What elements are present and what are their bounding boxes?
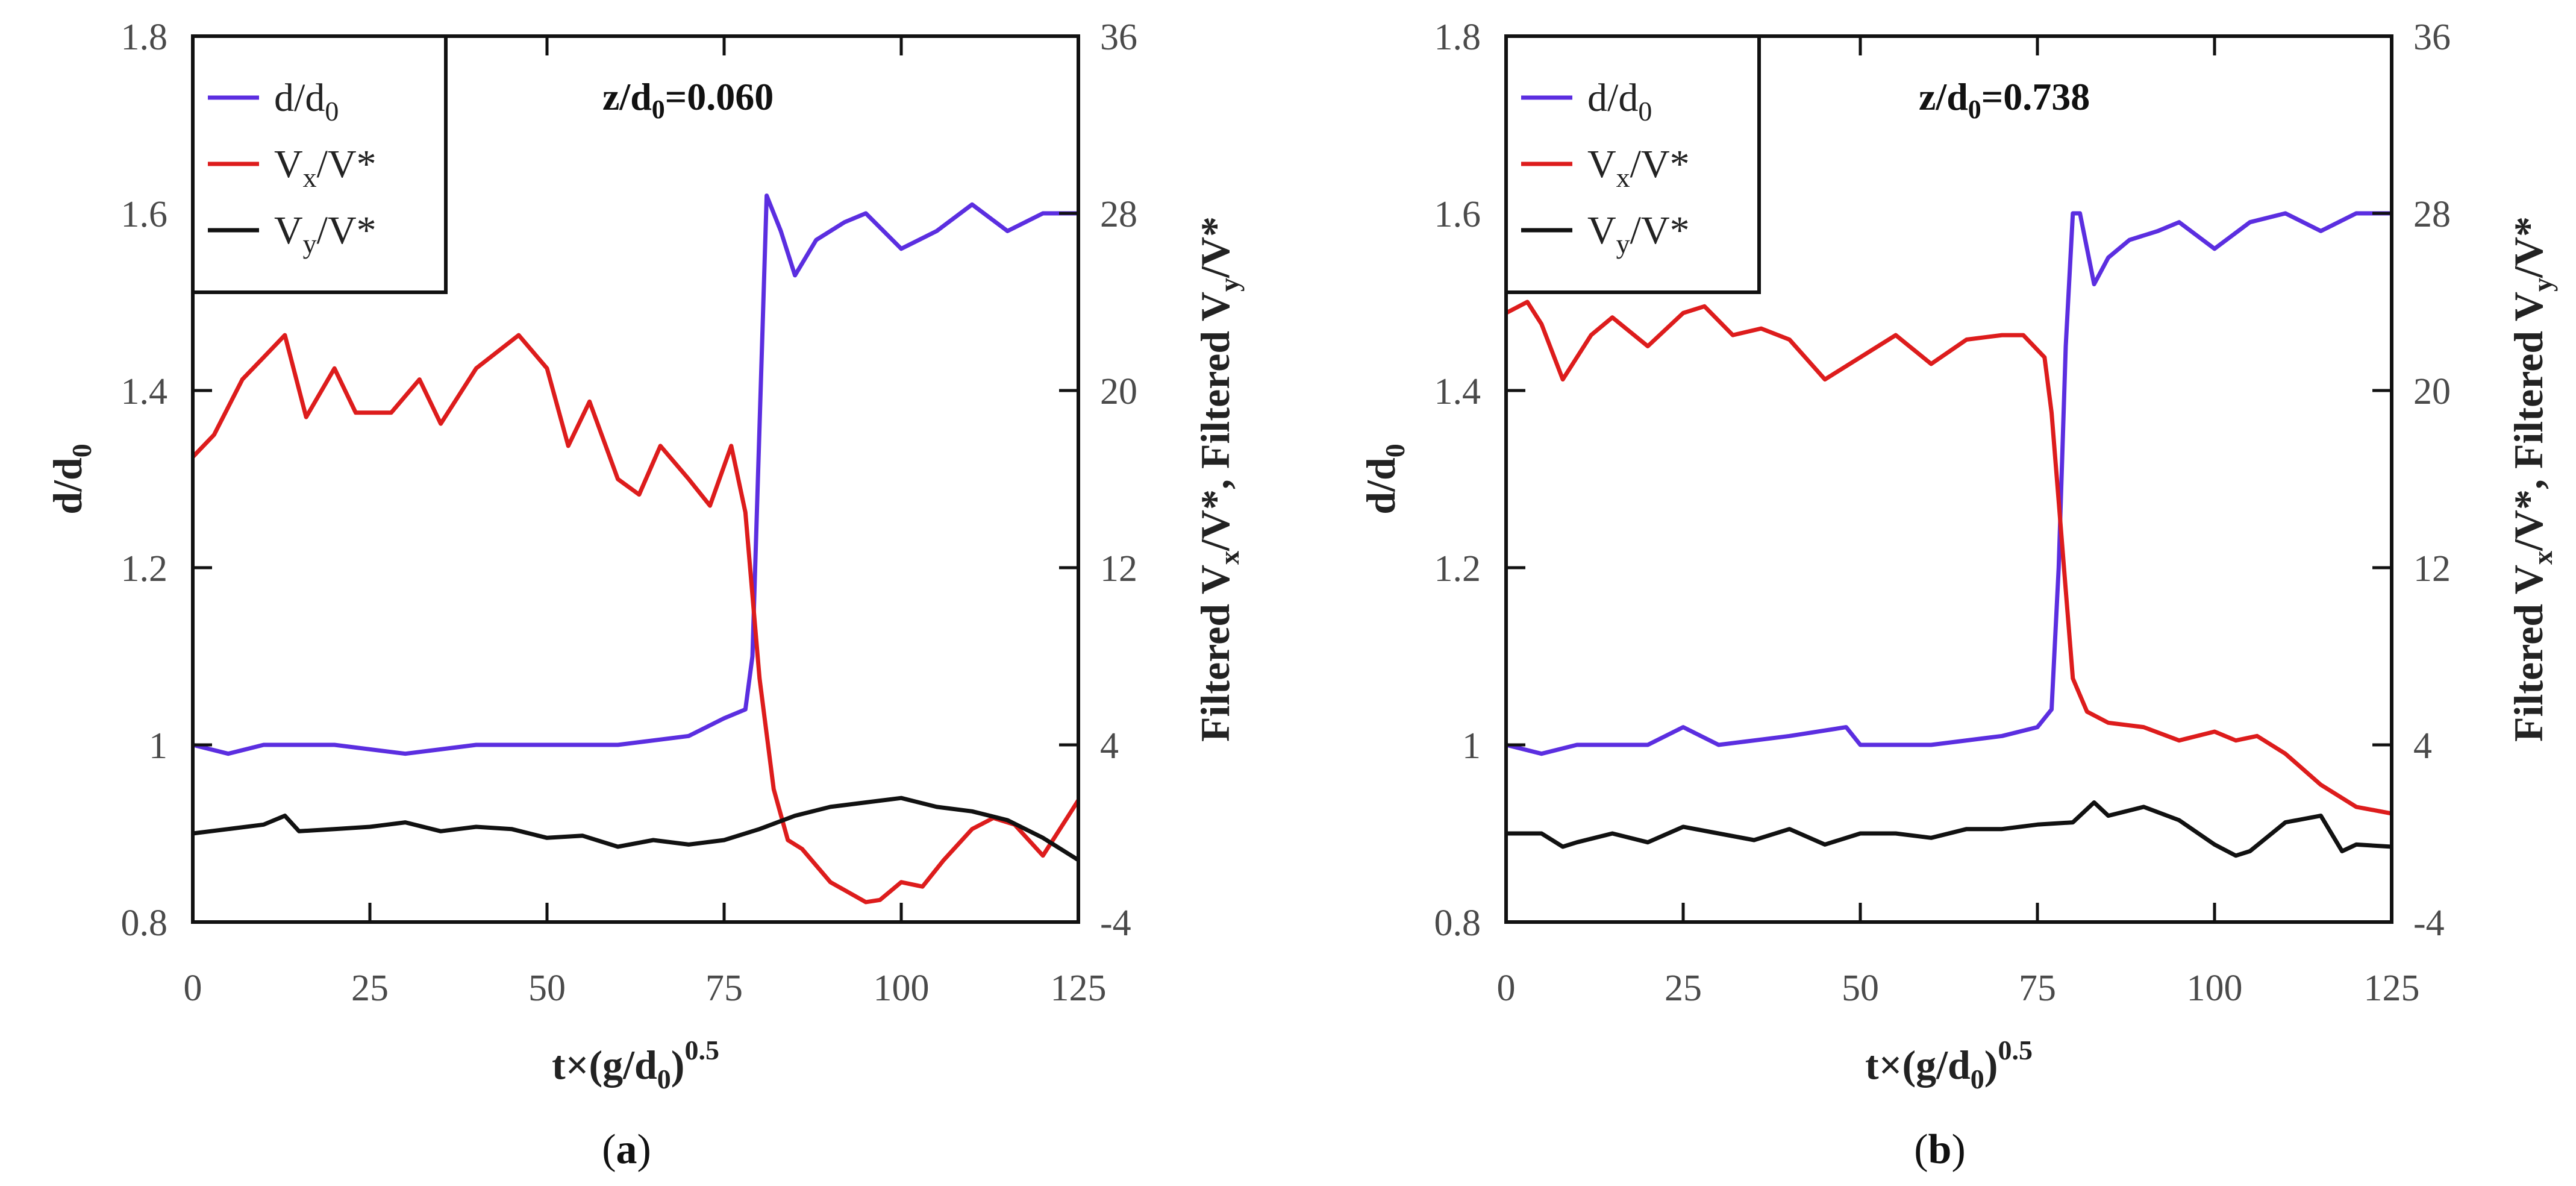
- x-tick-label-b: 25: [1665, 968, 1702, 1009]
- y2-tick-label-a: 20: [1100, 371, 1137, 412]
- x-tick-label-a: 50: [528, 968, 566, 1009]
- legend-a: d/d0 Vx/V* Vy/V*: [191, 34, 448, 294]
- x-tick-label-b: 75: [2019, 968, 2056, 1009]
- y2-tick-label-b: 4: [2413, 726, 2432, 767]
- y-tick-label-b: 1.2: [1434, 548, 1481, 589]
- y2-tick-label-b: -4: [2413, 903, 2445, 944]
- y2-tick-label-a: 28: [1100, 194, 1137, 235]
- caption-a: (a): [602, 1126, 651, 1173]
- y-axis-label-b: d/d0: [1358, 444, 1410, 515]
- tick-marks-b: [1506, 36, 2392, 922]
- y2-tick-label-a: 36: [1100, 17, 1137, 58]
- legend-label-vx-a: Vx/V*: [274, 142, 377, 193]
- y2-tick-label-a: 12: [1100, 548, 1137, 589]
- series-line-vx-a: [191, 333, 1080, 905]
- legend-label-vx-b: Vx/V*: [1587, 142, 1690, 193]
- y2-tick-label-b: 36: [2413, 17, 2451, 58]
- x-tick-label-b: 125: [2364, 968, 2420, 1009]
- legend-label-vy-a: Vy/V*: [274, 209, 377, 259]
- x-tick-label-b: 0: [1497, 968, 1516, 1009]
- x-axis-label-b: t×(g/d0)0.5: [1865, 1035, 2033, 1094]
- y2-axis-label-b: Filtered Vx/V*, Filtered Vy/V*: [2506, 216, 2558, 742]
- plot-frame-a: [191, 34, 1080, 924]
- y-tick-label-a: 1.6: [121, 194, 168, 235]
- y2-tick-label-b: 12: [2413, 548, 2451, 589]
- y-tick-label-b: 0.8: [1434, 903, 1481, 944]
- y2-tick-label-a: 4: [1100, 726, 1119, 767]
- y2-tick-label-a: -4: [1100, 903, 1131, 944]
- panel-b: 0 25 50 75 100 125 0.8 1 1.2 1.4 1.6 1.8…: [1358, 17, 2558, 1173]
- y-tick-label-a: 1: [149, 726, 167, 767]
- y-tick-label-a: 1.8: [121, 17, 168, 58]
- panel-a: 0 25 50 75 100 125 0.8 1 1.2 1.4 1.6 1.8…: [45, 17, 1245, 1173]
- annotation-a: z/d0=0.060: [602, 75, 774, 124]
- series-line-d-a: [192, 193, 1078, 756]
- y2-tick-label-b: 20: [2413, 371, 2451, 412]
- plot-frame-b: [1504, 34, 2393, 924]
- caption-b: (b): [1914, 1126, 1966, 1173]
- x-tick-label-a: 75: [705, 968, 743, 1009]
- x-axis-label-a: t×(g/d0)0.5: [552, 1035, 719, 1094]
- series-line-vy-a: [192, 795, 1080, 862]
- y2-axis-label-a: Filtered Vx/V*, Filtered Vy/V*: [1192, 216, 1245, 742]
- series-lines-a: [191, 193, 1080, 905]
- y-tick-label-a: 1.2: [121, 548, 168, 589]
- x-tick-label-a: 0: [184, 968, 202, 1009]
- legend-b: d/d0 Vx/V* Vy/V*: [1504, 34, 1761, 294]
- legend-label-d-a: d/d0: [274, 76, 339, 127]
- y-tick-label-a: 1.4: [121, 371, 168, 412]
- legend-label-d-b: d/d0: [1587, 76, 1652, 127]
- x-tick-label-b: 50: [1842, 968, 1879, 1009]
- y-tick-label-a: 0.8: [121, 903, 168, 944]
- x-tick-label-b: 100: [2187, 968, 2243, 1009]
- x-tick-label-a: 125: [1051, 968, 1107, 1009]
- series-line-vy-b: [1506, 800, 2392, 858]
- series-line-vx-b: [1505, 300, 2392, 816]
- y-axis-label-a: d/d0: [45, 444, 97, 515]
- annotation-b: z/d0=0.738: [1919, 75, 2090, 124]
- legend-label-vy-b: Vy/V*: [1587, 209, 1690, 259]
- series-line-d-b: [1505, 211, 2392, 756]
- y-tick-label-b: 1.6: [1434, 194, 1481, 235]
- y-tick-label-b: 1.4: [1434, 371, 1481, 412]
- x-tick-label-a: 25: [351, 968, 389, 1009]
- series-lines-b: [1505, 211, 2392, 858]
- y-tick-label-b: 1.8: [1434, 17, 1481, 58]
- x-tick-label-a: 100: [874, 968, 930, 1009]
- y-tick-label-b: 1: [1462, 726, 1481, 767]
- y2-tick-label-b: 28: [2413, 194, 2451, 235]
